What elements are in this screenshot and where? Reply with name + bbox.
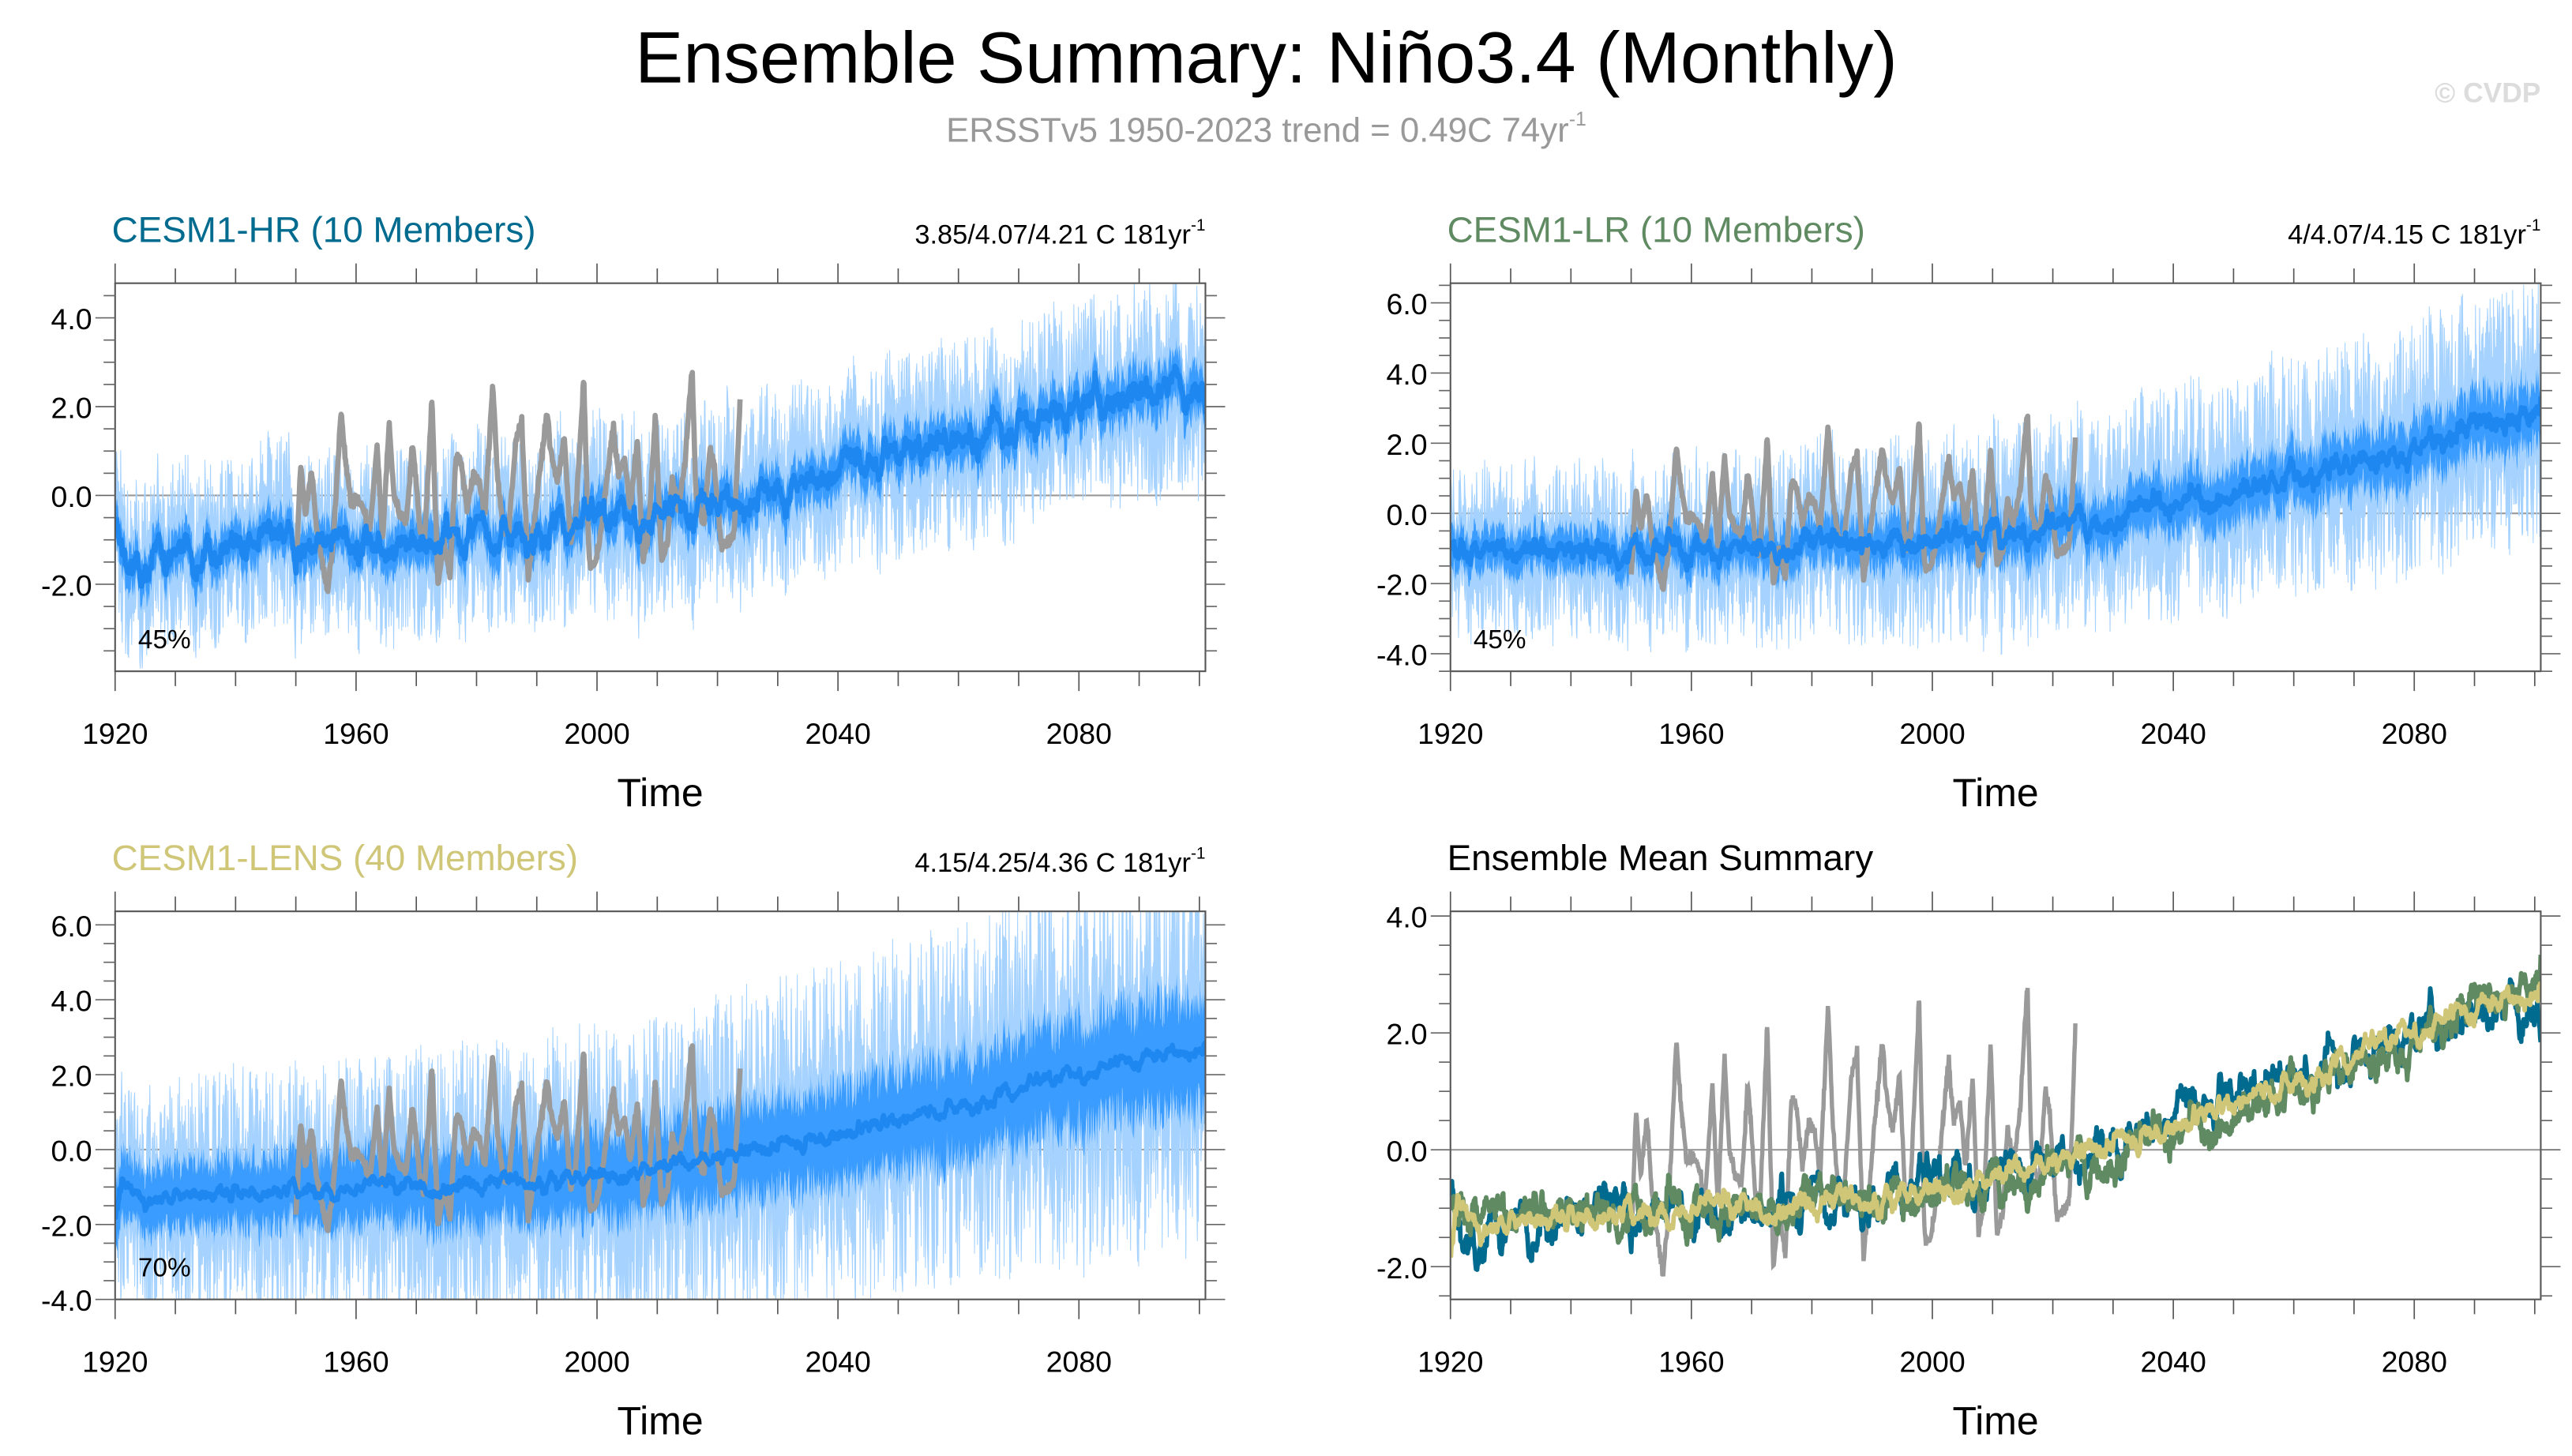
ensemble-spread-band <box>1450 364 2541 599</box>
x-tick-label: 2000 <box>564 1345 629 1378</box>
figure-title: Ensemble Summary: Niño3.4 (Monthly) <box>635 18 1898 99</box>
subtitle-superscript: -1 <box>1569 108 1586 130</box>
plot-frame <box>1449 282 2542 673</box>
trend-text: 4.15/4.25/4.36 C 181yr <box>914 848 1191 878</box>
y-tick-label: 0.0 <box>51 480 92 513</box>
percent-label: 45% <box>138 625 191 655</box>
y-tick-label: 2.0 <box>1386 428 1427 461</box>
trend-superscript: -1 <box>1191 845 1206 863</box>
y-tick-label: 2.0 <box>51 392 92 425</box>
figure-subtitle: ERSSTv5 1950-2023 trend = 0.49C 74yr-1 <box>946 108 1586 150</box>
ensemble-range-band <box>115 283 1206 669</box>
ensemble-mean-line <box>115 1040 1206 1221</box>
x-tick-label: 2040 <box>805 717 870 750</box>
panel-title: CESM1-LR (10 Members) <box>1447 210 1865 250</box>
ensemble-range-band <box>1450 283 2541 655</box>
x-tick-label: 2040 <box>805 1345 870 1378</box>
x-tick-label: 2040 <box>2140 717 2206 750</box>
plot-frame <box>1449 910 2542 1300</box>
x-tick-label: 1920 <box>1417 1345 1483 1378</box>
y-tick-label: 4.0 <box>1386 358 1427 391</box>
y-tick-label: 0.0 <box>51 1134 92 1167</box>
x-tick-label: 1960 <box>323 1345 389 1378</box>
x-tick-label: 2040 <box>2140 1345 2206 1378</box>
watermark: © CVDP <box>2435 77 2540 109</box>
y-tick-label: 0.0 <box>1386 1135 1427 1168</box>
panel-title: CESM1-LENS (40 Members) <box>112 838 578 878</box>
observations-line <box>293 370 743 595</box>
observations-line <box>1628 987 2078 1277</box>
x-tick-label: 1960 <box>1658 1345 1724 1378</box>
chart-panel: CESM1-LR (10 Members) 4/4.07/4.15 C 181yr… <box>1376 210 2561 815</box>
panel-title: CESM1-HR (10 Members) <box>112 210 536 250</box>
trend-text: 3.85/4.07/4.21 C 181yr <box>914 220 1191 250</box>
plot-area <box>1450 283 2541 655</box>
subtitle-text: ERSSTv5 1950-2023 trend = 0.49C 74yr <box>946 111 1569 150</box>
x-tick-label: 1960 <box>323 717 389 750</box>
x-tick-label: 2080 <box>1046 1345 1112 1378</box>
y-tick-label: -4.0 <box>41 1284 92 1317</box>
x-tick-label: 2080 <box>1046 717 1112 750</box>
y-tick-label: 4.0 <box>51 302 92 336</box>
panel-title: Ensemble Mean Summary <box>1447 838 1874 878</box>
x-tick-label: 1920 <box>82 717 148 750</box>
trend-superscript: -1 <box>2526 216 2541 235</box>
chart-panel: Ensemble Mean Summary 1920 1960 2000 2040 208… <box>1376 838 2561 1443</box>
x-tick-label: 2080 <box>2382 717 2447 750</box>
x-tick-label: 2080 <box>2382 1345 2447 1378</box>
trend-label: 4.15/4.25/4.36 C 181yr-1 <box>914 845 1205 879</box>
observations-line <box>1628 413 2078 592</box>
y-tick-label: -2.0 <box>41 569 92 602</box>
trend-text: 4/4.07/4.15 C 181yr <box>2288 220 2526 250</box>
chart-panel: CESM1-HR (10 Members) 3.85/4.07/4.21 C 18… <box>41 210 1226 815</box>
y-tick-label: 6.0 <box>51 910 92 943</box>
trend-superscript: -1 <box>1191 216 1206 235</box>
trend-label: 3.85/4.07/4.21 C 181yr-1 <box>914 216 1205 250</box>
trend-label: 4/4.07/4.15 C 181yr-1 <box>2288 216 2540 250</box>
x-tick-label: 1920 <box>82 1345 148 1378</box>
percent-label: 70% <box>138 1254 191 1283</box>
percent-label: 45% <box>1474 625 1526 655</box>
y-tick-label: -2.0 <box>1376 569 1428 602</box>
x-tick-label: 1960 <box>1658 717 1724 750</box>
x-axis-title: Time <box>1952 771 2038 815</box>
y-tick-label: 6.0 <box>1386 287 1427 321</box>
plot-frame <box>114 282 1207 673</box>
y-tick-label: 4.0 <box>51 985 92 1018</box>
plot-area <box>1450 955 2541 1277</box>
x-tick-label: 2000 <box>564 717 629 750</box>
y-tick-label: 4.0 <box>1386 901 1427 934</box>
ensemble-spread-band <box>115 337 1206 611</box>
series-line-lens <box>1450 981 2541 1259</box>
y-tick-label: 2.0 <box>1386 1018 1427 1051</box>
x-tick-label: 1920 <box>1417 717 1483 750</box>
plot-frame <box>114 910 1207 1300</box>
x-tick-label: 2000 <box>1899 717 1965 750</box>
y-tick-label: -2.0 <box>1376 1251 1428 1285</box>
ensemble-mean-line <box>1450 396 2541 573</box>
y-tick-label: -4.0 <box>1376 639 1428 672</box>
y-tick-label: 0.0 <box>1386 498 1427 531</box>
x-axis-title: Time <box>1952 1398 2038 1443</box>
y-tick-label: -2.0 <box>41 1209 92 1242</box>
ensemble-mean-line <box>115 363 1206 589</box>
plot-area <box>115 911 1206 1300</box>
chart-panel: CESM1-LENS (40 Members) 4.15/4.25/4.36 C … <box>41 838 1226 1443</box>
x-tick-label: 2000 <box>1899 1345 1965 1378</box>
x-axis-title: Time <box>618 771 704 815</box>
plot-area <box>115 283 1206 669</box>
x-axis-title: Time <box>618 1398 704 1443</box>
y-tick-label: 2.0 <box>51 1060 92 1093</box>
